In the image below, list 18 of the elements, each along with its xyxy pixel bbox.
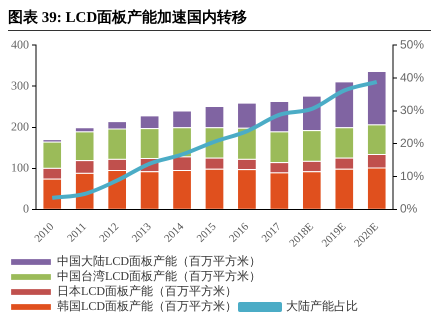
y2-tick-label: 40% (400, 70, 424, 84)
y-tick-label: 200 (11, 119, 29, 134)
x-tick-label: 2011 (65, 220, 89, 244)
y2-tick-label: 10% (400, 168, 424, 183)
legend-label: 中国大陆LCD面板产能（百万平方米） (57, 254, 261, 268)
y2-tick-label: 30% (400, 103, 424, 118)
y-tick-label: 0 (23, 202, 29, 216)
y2-tick-label: 0% (400, 202, 418, 216)
y-tick-label: 100 (11, 160, 29, 174)
y-tick-label: 400 (11, 37, 29, 52)
y2-tick-label: 20% (400, 136, 424, 150)
chart-title: 图表 39: LCD面板产能加速国内转移 (8, 8, 431, 31)
y-tick-label: 300 (11, 78, 29, 92)
legend-label: 大陆产能占比 (286, 299, 358, 314)
y2-tick-label: 50% (400, 38, 424, 52)
legend-label: 中国台湾LCD面板产能（百万平方米） (57, 269, 261, 284)
legend-label: 韩国LCD面板产能（百万平方米） (57, 299, 237, 314)
legend-label: 日本LCD面板产能（百万平方米） (57, 284, 237, 298)
